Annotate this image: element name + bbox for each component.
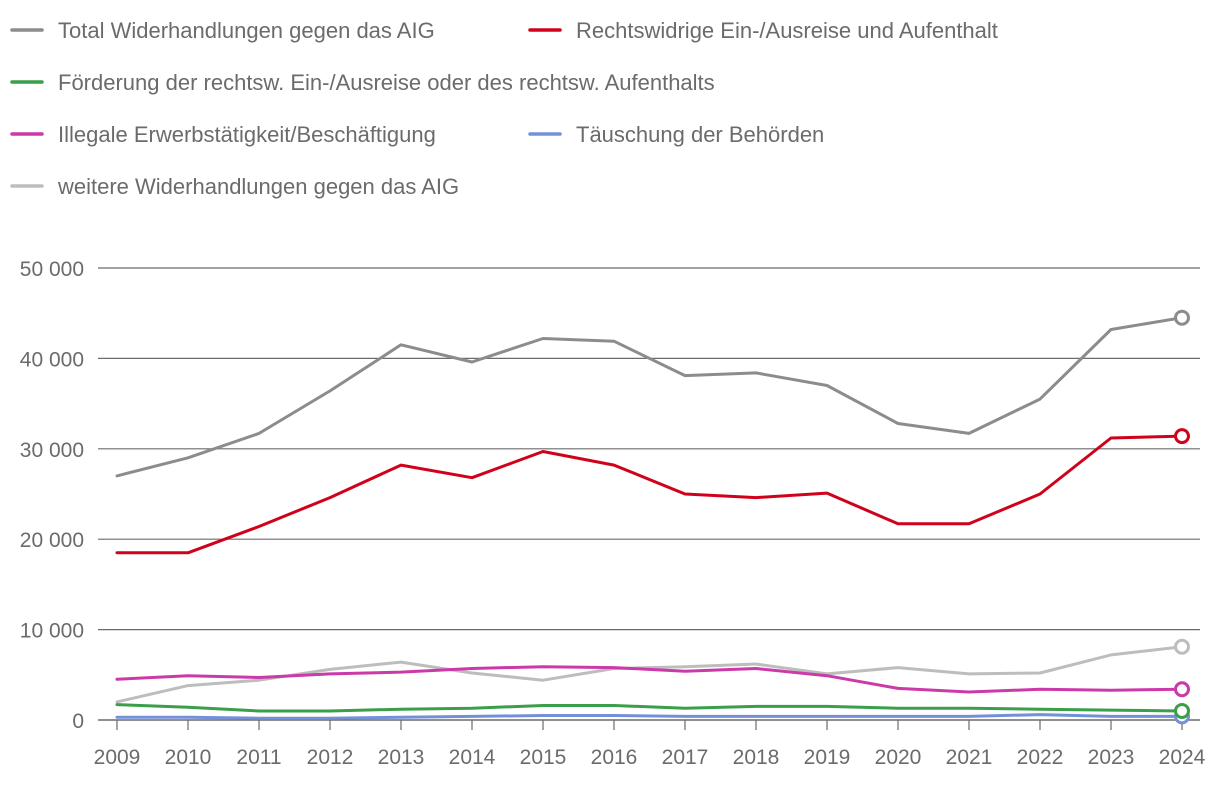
y-axis: 0 10 000 20 000 30 000 40 000 50 000 bbox=[20, 258, 84, 733]
x-tick-label: 2014 bbox=[449, 746, 496, 769]
x-tick-label: 2012 bbox=[307, 746, 354, 769]
grid-lines bbox=[98, 267, 1200, 721]
legend-label: Illegale Erwerbstätigkeit/Beschäftigung bbox=[58, 122, 436, 147]
series-endpoint-marker bbox=[1174, 428, 1190, 445]
series-line bbox=[115, 665, 1184, 694]
legend-label: Total Widerhandlungen gegen das AIG bbox=[58, 18, 435, 43]
x-tick-label: 2021 bbox=[946, 746, 993, 769]
series-endpoint-marker bbox=[1174, 702, 1190, 719]
x-axis: 2009 2010 2011 2012 2013 2014 2015 2016 2017 2018… bbox=[94, 720, 1206, 769]
legend-label: Rechtswidrige Ein-/Ausreise und Aufentha… bbox=[576, 18, 998, 43]
x-tick-label: 2015 bbox=[520, 746, 567, 769]
x-tick-label: 2017 bbox=[662, 746, 709, 769]
x-tick-label: 2020 bbox=[875, 746, 922, 769]
legend-label: Förderung der rechtsw. Ein-/Ausreise ode… bbox=[58, 70, 715, 95]
legend-label: weitere Widerhandlungen gegen das AIG bbox=[57, 174, 459, 199]
y-tick-label: 10 000 bbox=[20, 620, 84, 643]
x-tick-label: 2010 bbox=[165, 746, 212, 769]
series-endpoint-marker bbox=[1174, 681, 1190, 698]
series-line bbox=[115, 703, 1184, 713]
y-tick-label: 30 000 bbox=[20, 439, 84, 462]
series-line bbox=[115, 713, 1184, 720]
legend-label: Täuschung der Behörden bbox=[576, 122, 824, 147]
series-lines bbox=[115, 316, 1184, 720]
series-line bbox=[115, 645, 1184, 704]
x-tick-label: 2009 bbox=[94, 746, 141, 769]
series-line bbox=[115, 434, 1184, 555]
x-tick-label: 2011 bbox=[236, 746, 281, 769]
y-tick-label: 0 bbox=[72, 710, 84, 733]
series-endpoint-marker bbox=[1174, 309, 1190, 326]
x-tick-label: 2024 bbox=[1159, 746, 1206, 769]
series-endpoint-marker bbox=[1174, 638, 1190, 655]
x-tick-label: 2023 bbox=[1088, 746, 1135, 769]
x-tick-label: 2016 bbox=[591, 746, 638, 769]
series-endpoints bbox=[1174, 309, 1190, 725]
series-line bbox=[115, 316, 1184, 478]
y-tick-label: 20 000 bbox=[20, 529, 84, 552]
y-tick-label: 50 000 bbox=[20, 258, 84, 281]
x-tick-label: 2022 bbox=[1017, 746, 1064, 769]
x-tick-label: 2018 bbox=[733, 746, 780, 769]
x-tick-label: 2013 bbox=[378, 746, 425, 769]
x-tick-label: 2019 bbox=[804, 746, 851, 769]
y-tick-label: 40 000 bbox=[20, 348, 84, 371]
legend: Total Widerhandlungen gegen das AIG Recht… bbox=[10, 18, 998, 199]
